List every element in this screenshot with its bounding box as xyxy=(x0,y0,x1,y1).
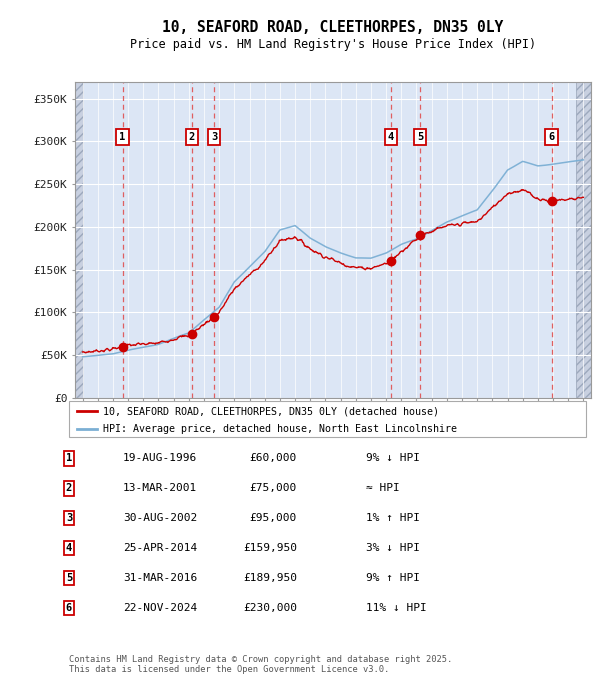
Text: 30-AUG-2002: 30-AUG-2002 xyxy=(123,513,197,523)
Text: This data is licensed under the Open Government Licence v3.0.: This data is licensed under the Open Gov… xyxy=(69,665,389,675)
Text: 2: 2 xyxy=(66,483,72,493)
Text: 1: 1 xyxy=(119,132,125,142)
Text: Price paid vs. HM Land Registry's House Price Index (HPI): Price paid vs. HM Land Registry's House … xyxy=(130,37,536,51)
Text: £159,950: £159,950 xyxy=(243,543,297,553)
Text: 1% ↑ HPI: 1% ↑ HPI xyxy=(366,513,420,523)
Text: 2: 2 xyxy=(189,132,195,142)
Text: 9% ↓ HPI: 9% ↓ HPI xyxy=(366,454,420,463)
Text: 3: 3 xyxy=(66,513,72,523)
Text: 5: 5 xyxy=(417,132,424,142)
Text: 6: 6 xyxy=(66,603,72,613)
Text: £75,000: £75,000 xyxy=(250,483,297,493)
Text: 6: 6 xyxy=(548,132,554,142)
Text: £60,000: £60,000 xyxy=(250,454,297,463)
Text: 3: 3 xyxy=(211,132,217,142)
Text: 19-AUG-1996: 19-AUG-1996 xyxy=(123,454,197,463)
Text: ≈ HPI: ≈ HPI xyxy=(366,483,400,493)
Text: 9% ↑ HPI: 9% ↑ HPI xyxy=(366,573,420,583)
Text: Contains HM Land Registry data © Crown copyright and database right 2025.: Contains HM Land Registry data © Crown c… xyxy=(69,655,452,664)
Text: 25-APR-2014: 25-APR-2014 xyxy=(123,543,197,553)
Text: HPI: Average price, detached house, North East Lincolnshire: HPI: Average price, detached house, Nort… xyxy=(103,424,457,434)
Text: 11% ↓ HPI: 11% ↓ HPI xyxy=(366,603,427,613)
Text: 13-MAR-2001: 13-MAR-2001 xyxy=(123,483,197,493)
Text: 5: 5 xyxy=(66,573,72,583)
Text: 22-NOV-2024: 22-NOV-2024 xyxy=(123,603,197,613)
Text: £230,000: £230,000 xyxy=(243,603,297,613)
Text: 10, SEAFORD ROAD, CLEETHORPES, DN35 0LY (detached house): 10, SEAFORD ROAD, CLEETHORPES, DN35 0LY … xyxy=(103,406,439,416)
Text: £95,000: £95,000 xyxy=(250,513,297,523)
Text: 4: 4 xyxy=(388,132,394,142)
Text: 4: 4 xyxy=(66,543,72,553)
Text: 10, SEAFORD ROAD, CLEETHORPES, DN35 0LY: 10, SEAFORD ROAD, CLEETHORPES, DN35 0LY xyxy=(163,20,503,35)
Text: 1: 1 xyxy=(66,454,72,463)
Text: 31-MAR-2016: 31-MAR-2016 xyxy=(123,573,197,583)
Text: £189,950: £189,950 xyxy=(243,573,297,583)
Text: 3% ↓ HPI: 3% ↓ HPI xyxy=(366,543,420,553)
